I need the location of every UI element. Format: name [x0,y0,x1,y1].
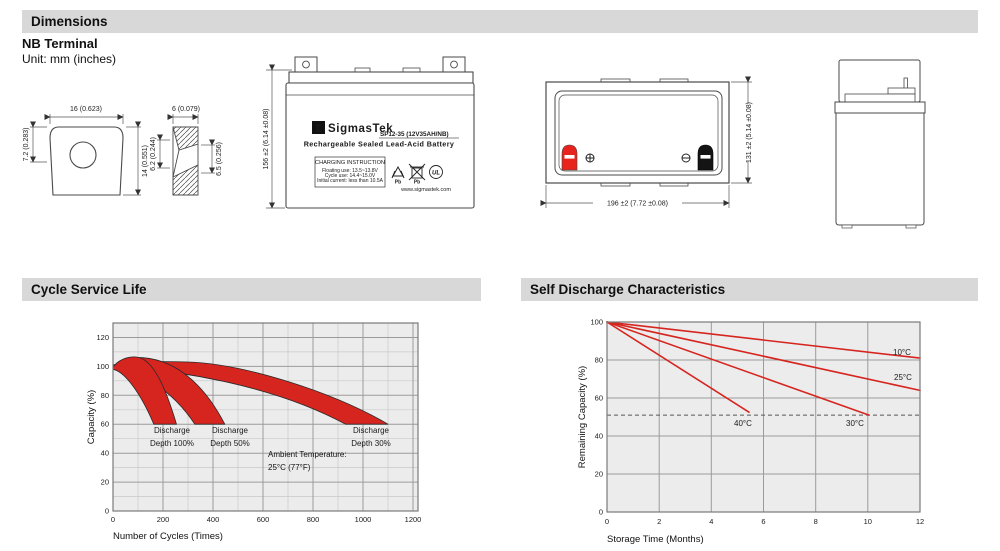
y-tick: 20 [101,478,109,487]
battery-lid [288,71,474,84]
charging-title: CHARGING INSTRUCTION [315,160,385,166]
y-tick: 40 [101,449,109,458]
temp-label-40c: 40°C [734,419,752,428]
y-tick: 20 [595,470,603,479]
x-tick: 0 [111,515,115,524]
band-depth-100 [112,356,177,425]
battery-height-dim: 156 ±2 (6.14 ±0.08) [263,108,270,169]
pb-recycle-label: Pb [395,180,401,186]
band-label: Depth 30% [351,439,391,448]
x-tick: 2 [657,517,661,526]
x-tick: 10 [864,517,872,526]
terminal-side-outer-dim: 6.5 (0.256) [216,142,223,176]
x-tick: 200 [157,515,170,524]
side-body [835,112,925,226]
x-tick: 800 [307,515,320,524]
y-tick: 80 [595,356,603,365]
svg-text:UL: UL [432,171,440,177]
discharge-chart-ylabel: Remaining Capacity (%) [577,366,588,468]
ambient-temp-value: 25°C (77°F) [268,463,311,472]
top-depth-dim: 131 ±2 (5.14 ±0.08) [746,102,753,163]
ambient-temp-note: Ambient Temperature: [268,450,347,459]
x-tick: 8 [814,517,818,526]
battery-side-view [834,59,926,229]
terminal-side-top-section [172,126,199,151]
cycle-chart-xlabel: Number of Cycles (Times) [113,531,223,542]
charging-line2: Cycle use: 14.4~15.0V [325,173,376,179]
x-tick: 1000 [355,515,372,524]
terminal-width-dim: 16 (0.623) [70,106,102,113]
terminal-side-drawing: 6 (0.079) 6.2 (0.244) 6.5 (0.256) [150,106,223,196]
y-tick: 100 [590,318,603,327]
pb-trash-icon [408,163,426,181]
brand-logo-glyph: Σ [315,124,321,135]
line-40c [606,321,750,413]
cycle-service-life-chart: 0 20 40 60 80 100 120 0 200 400 600 800 … [86,322,422,542]
dimensions-section-header: Dimensions [22,10,978,33]
x-tick: 6 [761,517,765,526]
terminal-front-outline [49,126,124,196]
nb-terminal-title: NB Terminal [22,36,98,51]
band-label: Discharge [212,426,249,435]
terminal-top-height-dim: 7.2 (0.283) [23,128,30,162]
front-terminal-post-left [294,56,318,73]
charging-instruction-box [314,156,386,188]
terminal-side-bottom-section [172,164,199,196]
pb-recycle-icon [391,165,405,179]
ul-mark-icon: UL [429,165,443,179]
terminal-height-dim: 14 (0.551) [142,145,149,177]
band-label: Discharge [154,426,191,435]
y-tick: 60 [101,420,109,429]
battery-type-text: Rechargeable Sealed Lead-Acid Battery [304,140,455,149]
website-text: www.sigmastek.com [400,187,451,193]
terminal-side-width-dim: 6 (0.079) [172,106,200,113]
battery-top-view: 196 ±2 (7.72 ±0.08) 131 ±2 (5.14 ±0.08) [540,76,753,208]
terminal-side-inner-dim: 6.2 (0.244) [150,137,157,171]
x-tick: 400 [207,515,220,524]
temp-label-25c: 25°C [894,373,912,382]
y-tick: 40 [595,432,603,441]
unit-note: Unit: mm (inches) [22,52,117,66]
brand-logo-icon [312,121,325,134]
minus-symbol-icon [681,153,691,163]
model-number: SP12-35 (12V35AH/NB) [380,131,449,138]
y-tick: 0 [105,507,109,516]
charging-line3: Initial current: less than 10.5A [317,178,384,184]
y-tick: 60 [595,394,603,403]
self-discharge-header: Self Discharge Characteristics [521,278,978,301]
front-terminal-post-right [442,56,466,73]
discharge-chart-xlabel: Storage Time (Months) [607,534,704,545]
cycle-service-life-header: Cycle Service Life [22,278,481,301]
pb-trash-label: Pb [414,180,420,186]
temp-label-10c: 10°C [893,348,911,357]
band-label: Depth 50% [210,439,250,448]
cycle-chart-ylabel: Capacity (%) [86,390,97,444]
x-tick: 12 [916,517,924,526]
band-label: Depth 100% [150,439,194,448]
top-width-dim: 196 ±2 (7.72 ±0.08) [607,201,668,208]
temp-label-30c: 30°C [846,419,864,428]
y-tick: 120 [96,333,109,342]
line-25c [606,321,921,392]
charging-line1: Floating use: 13.5~13.8V [322,168,378,174]
battery-label: Σ SigmasTek SP12-35 (12V35AH/NB) Recharg… [304,121,459,193]
self-discharge-chart: 10°C 25°C 30°C 40°C 0 20 40 60 80 100 0 … [577,318,924,546]
terminal-hole [69,141,97,169]
x-tick: 600 [257,515,270,524]
y-tick: 80 [101,391,109,400]
band-label: Discharge [353,426,390,435]
battery-front-view: 156 ±2 (6.14 ±0.08) Σ SigmasTek SP12-35 … [263,56,475,209]
line-10c [606,321,921,359]
x-tick: 4 [709,517,713,526]
plus-symbol-icon [585,153,595,163]
y-tick: 100 [96,362,109,371]
x-tick: 1200 [405,515,422,524]
x-tick: 0 [605,517,609,526]
side-lid-band [834,101,926,114]
brand-name: SigmasTek [328,123,393,135]
y-tick: 0 [599,508,603,517]
terminal-front-drawing: 16 (0.623) 7.2 (0.283) 14 (0.551) [23,106,149,196]
line-30c [606,321,870,416]
